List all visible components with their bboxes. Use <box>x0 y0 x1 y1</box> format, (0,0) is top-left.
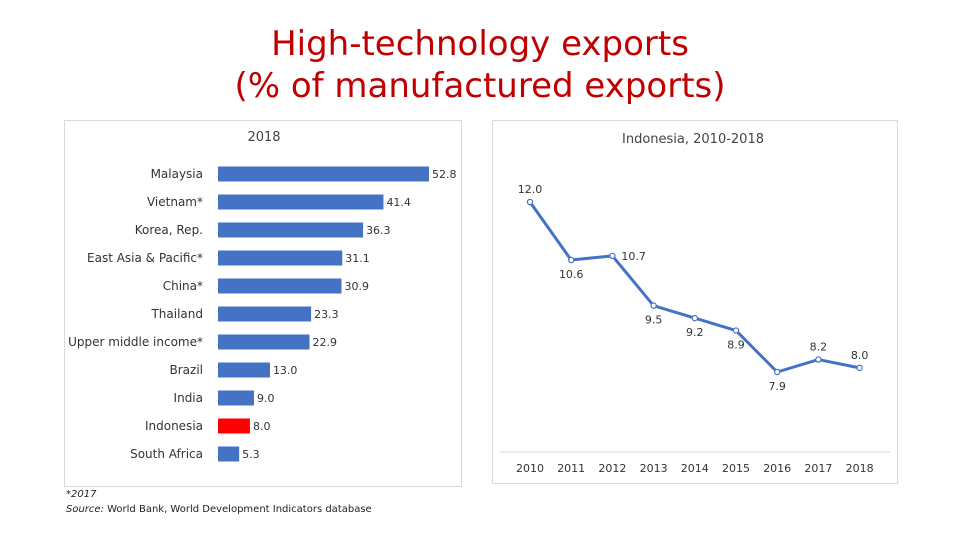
bar <box>218 166 429 182</box>
bar <box>218 334 310 350</box>
bar-highlighted <box>218 418 250 434</box>
data-point <box>815 356 822 363</box>
point-value-label: 8.0 <box>851 349 869 362</box>
bar <box>218 306 312 322</box>
bar-value-label: 23.3 <box>314 308 339 321</box>
footnote: *2017 <box>66 489 97 500</box>
bar-category-label: Vietnam* <box>147 195 203 209</box>
x-tick-label: 2013 <box>640 462 668 475</box>
bar-value-label: 41.4 <box>386 196 411 209</box>
line-chart-title: Indonesia, 2010-2018 <box>622 132 764 147</box>
bar-category-label: Brazil <box>170 363 204 377</box>
bar <box>218 222 364 238</box>
point-value-label: 8.9 <box>727 339 745 352</box>
data-point <box>774 368 781 376</box>
point-value-label: 12.0 <box>518 183 543 196</box>
bar-category-label: East Asia & Pacific* <box>87 251 203 265</box>
x-tick-label: 2012 <box>598 462 626 475</box>
x-tick-label: 2017 <box>804 462 832 475</box>
page-title-line-2: (% of manufactured exports) <box>234 66 726 106</box>
point-value-label: 8.2 <box>810 341 828 354</box>
x-tick-label: 2015 <box>722 462 750 475</box>
data-point <box>609 252 616 260</box>
point-value-label: 10.6 <box>559 268 584 281</box>
bar-category-label: Korea, Rep. <box>135 223 203 237</box>
bar <box>218 446 240 462</box>
line-chart-indonesia: Indonesia, 2010-2018 12.0 2010 10.6 2011 10.… <box>492 120 898 484</box>
point-value-label: 9.2 <box>686 326 704 339</box>
bar-category-label: Upper middle income* <box>68 335 203 349</box>
x-tick-label: 2010 <box>516 462 544 475</box>
bar <box>218 362 270 378</box>
bar-category-label: Malaysia <box>151 167 203 181</box>
data-point <box>856 364 863 372</box>
line-chart-frame <box>492 120 898 484</box>
bar-value-label: 5.3 <box>242 448 260 461</box>
bar-category-label: China* <box>163 279 203 293</box>
x-tick-label: 2016 <box>763 462 791 475</box>
bar <box>218 194 384 210</box>
data-point <box>567 256 575 264</box>
point-value-label: 10.7 <box>621 250 646 263</box>
bar-chart-2018: 2018 Malaysia 52.8 Vietnam* 41.4 Korea, Rep.… <box>64 120 462 487</box>
bar-value-label: 22.9 <box>313 336 338 349</box>
bar-value-label: 8.0 <box>253 420 271 433</box>
data-point <box>732 327 740 334</box>
x-tick-label: 2011 <box>557 462 585 475</box>
bar-value-label: 52.8 <box>432 168 457 181</box>
bar <box>218 390 254 406</box>
data-point <box>526 198 534 206</box>
bar-value-label: 30.9 <box>344 280 369 293</box>
bar <box>218 250 343 266</box>
bar-category-label: Indonesia <box>145 419 203 433</box>
bar-category-label: South Africa <box>130 447 203 461</box>
source-text: World Bank, World Development Indicators… <box>103 504 372 515</box>
data-point <box>691 314 698 322</box>
source-note: Source: World Bank, World Development In… <box>66 504 372 515</box>
bar-chart-title: 2018 <box>247 130 280 145</box>
bar-category-label: Thailand <box>150 307 203 321</box>
bar-value-label: 31.1 <box>345 252 370 265</box>
bar-value-label: 9.0 <box>257 392 275 405</box>
point-value-label: 7.9 <box>768 380 786 393</box>
point-value-label: 9.5 <box>645 314 663 327</box>
x-tick-label: 2014 <box>681 462 709 475</box>
source-label: Source: <box>66 504 104 515</box>
bar-category-label: India <box>174 391 203 405</box>
x-tick-label: 2018 <box>846 462 874 475</box>
data-point <box>650 302 657 309</box>
bar-value-label: 13.0 <box>273 364 298 377</box>
bar <box>218 278 342 294</box>
page-title-line-1: High-technology exports <box>271 24 689 64</box>
bar-value-label: 36.3 <box>366 224 391 237</box>
